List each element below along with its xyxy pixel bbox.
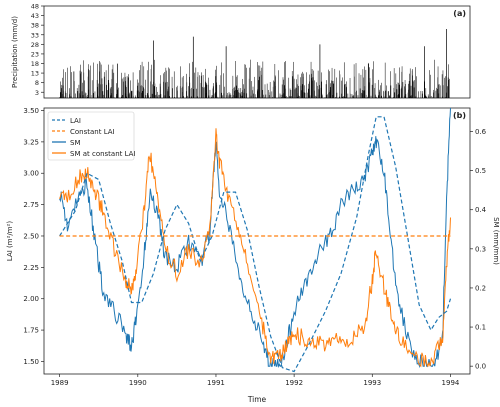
time-x-ticks: 1989 1990 1991 1992 1993 1994 (51, 374, 460, 387)
time-xtick-label-5: 1994 (442, 379, 460, 387)
precip-ytick-label-8: 43 (31, 12, 39, 20)
lai-line (59, 116, 452, 373)
precip-ytick-label-6: 33 (31, 31, 39, 39)
sm-ytick-label-6: 0.6 (475, 128, 487, 136)
sm-ytick-label-2: 0.2 (475, 284, 486, 292)
sm-line (59, 107, 451, 369)
sm-ytick-label-3: 0.3 (475, 245, 486, 253)
precip-ytick-label-9: 48 (31, 3, 39, 11)
lai-ytick-label-1: 1.75 (23, 327, 39, 335)
sm-y-axis-label: SM (mm/mm) (492, 217, 500, 265)
legend-sm-label: SM (70, 139, 80, 147)
precip-ytick-label-1: 8 (35, 79, 39, 87)
sm-ytick-label-1: 0.1 (475, 324, 486, 332)
lai-ytick-label-4: 2.50 (23, 232, 39, 240)
series-lines (59, 107, 452, 373)
lai-ytick-label-2: 2.00 (23, 295, 39, 303)
panel-a-label: (a) (453, 9, 466, 18)
legend: LAI Constant LAI SM SM at constant LAI (47, 111, 136, 161)
panel-a-frame (43, 5, 471, 99)
time-xtick-label-4: 1993 (363, 379, 381, 387)
time-xtick-label-0: 1989 (51, 379, 69, 387)
legend-lai-label: LAI (70, 117, 81, 125)
lai-ytick-label-7: 3.25 (23, 138, 39, 146)
precip-ytick-label-2: 13 (31, 70, 39, 78)
time-xtick-label-3: 1992 (285, 379, 303, 387)
sm-ytick-label-4: 0.4 (475, 206, 487, 214)
precip-ytick-label-0: 3 (35, 89, 39, 97)
precip-ytick-label-4: 23 (31, 50, 39, 58)
precip-ytick-label-5: 28 (31, 41, 39, 49)
precip-ytick-label-7: 38 (31, 22, 39, 30)
precip-ytick-label-3: 18 (31, 60, 39, 68)
lai-sm-panel: 1.50 1.75 2.00 2.25 2.50 2.75 3.00 3.25 3.50 0.0… (6, 107, 500, 404)
sm-at-constant-lai-line (59, 128, 451, 368)
time-xtick-label-2: 1991 (207, 379, 225, 387)
sm-y-ticks: 0.0 0.1 0.2 0.3 0.4 0.5 0.6 (470, 128, 487, 371)
lai-y-axis-label: LAI (m²/m²) (6, 221, 14, 261)
legend-constant-lai-label: Constant LAI (70, 128, 115, 136)
panel-b-frame (43, 107, 471, 375)
sm-ytick-label-0: 0.0 (475, 363, 486, 371)
precipitation-y-axis-label: Precipitation (mm/d) (11, 16, 19, 88)
lai-ytick-label-8: 3.50 (23, 107, 39, 115)
lai-ytick-label-3: 2.25 (23, 264, 39, 272)
time-xtick-label-1: 1990 (129, 379, 147, 387)
legend-sm-constant-lai-label: SM at constant LAI (70, 150, 136, 158)
precipitation-bars (59, 29, 450, 98)
lai-ytick-label-0: 1.50 (23, 358, 39, 366)
lai-ytick-label-6: 3.00 (23, 170, 39, 178)
lai-ytick-label-5: 2.75 (23, 201, 39, 209)
panel-b-label: (b) (453, 111, 466, 120)
time-x-axis-label: Time (247, 395, 267, 404)
legend-box (47, 111, 135, 161)
lai-y-ticks: 1.50 1.75 2.00 2.25 2.50 2.75 3.00 3.25 3.50 (23, 107, 44, 366)
sm-ytick-label-5: 0.5 (475, 167, 486, 175)
